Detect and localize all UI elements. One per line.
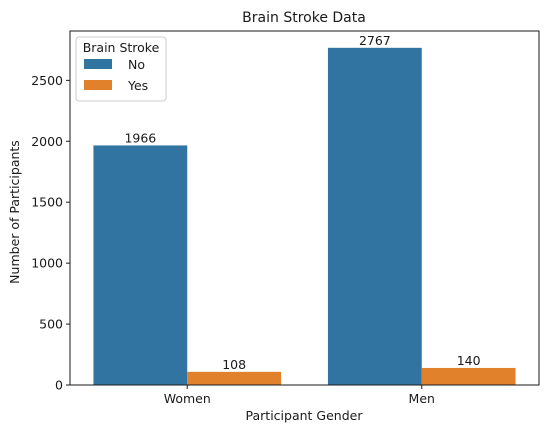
x-tick-label: Women bbox=[164, 391, 211, 406]
y-tick-label: 500 bbox=[39, 317, 63, 332]
legend-swatch-yes bbox=[84, 80, 112, 90]
y-tick-label: 1000 bbox=[31, 256, 63, 271]
bar-men-yes bbox=[421, 367, 516, 385]
y-tick-label: 2500 bbox=[31, 73, 63, 88]
bar-value-label: 2767 bbox=[359, 33, 391, 48]
legend-label-no: No bbox=[128, 57, 145, 72]
bar-labels-layer: 1966 108 2767 140 bbox=[124, 33, 480, 372]
y-axis-label: Number of Participants bbox=[7, 140, 22, 284]
legend-label-yes: Yes bbox=[127, 78, 148, 93]
x-tick-label: Men bbox=[409, 391, 435, 406]
legend-swatch-no bbox=[84, 59, 112, 69]
bars-layer bbox=[93, 47, 516, 385]
chart-title: Brain Stroke Data bbox=[242, 10, 366, 26]
plot-frame bbox=[69, 30, 540, 386]
y-tick-label: 0 bbox=[55, 378, 63, 393]
bar-value-label: 140 bbox=[457, 353, 481, 368]
x-axis-label: Participant Gender bbox=[246, 408, 364, 423]
bar-value-label: 108 bbox=[222, 357, 246, 372]
bar-value-label: 1966 bbox=[124, 130, 156, 145]
legend-title: Brain Stroke bbox=[83, 40, 160, 55]
legend: Brain Stroke No Yes bbox=[75, 36, 167, 102]
axes-layer: Women Men 0 500 1000 1500 2000 2500 bbox=[31, 30, 540, 406]
bar-men-no bbox=[327, 47, 422, 385]
bar-women-yes bbox=[187, 371, 282, 385]
y-tick-label: 1500 bbox=[31, 195, 63, 210]
bar-women-no bbox=[93, 145, 188, 385]
y-tick-label: 2000 bbox=[31, 134, 63, 149]
